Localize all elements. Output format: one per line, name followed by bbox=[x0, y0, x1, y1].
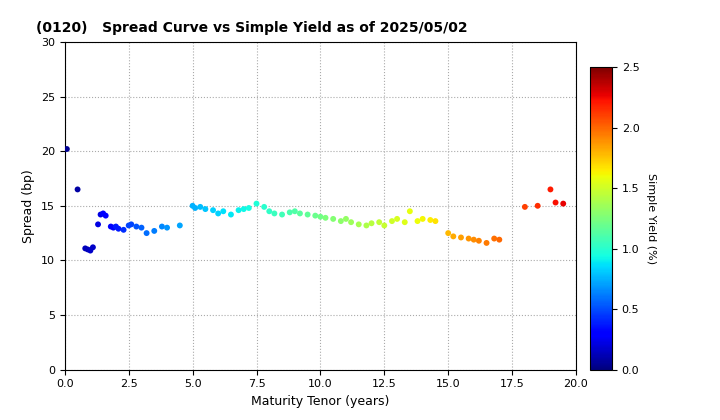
Point bbox=[105, 223, 117, 230]
Point bbox=[557, 200, 569, 207]
Point bbox=[95, 211, 107, 218]
Text: (0120)   Spread Curve vs Simple Yield as of 2025/05/02: (0120) Spread Curve vs Simple Yield as o… bbox=[36, 21, 467, 35]
Point bbox=[448, 233, 459, 240]
Point bbox=[125, 221, 137, 228]
Point bbox=[107, 224, 119, 231]
Point bbox=[217, 208, 229, 215]
Point bbox=[379, 222, 390, 229]
Point bbox=[136, 224, 148, 231]
Point bbox=[187, 202, 199, 209]
Point bbox=[258, 204, 270, 210]
Point bbox=[72, 186, 84, 193]
Point bbox=[207, 207, 219, 213]
Point bbox=[320, 215, 331, 221]
Point bbox=[148, 228, 160, 234]
Point bbox=[481, 239, 492, 246]
Point bbox=[488, 235, 500, 242]
Point bbox=[243, 205, 255, 211]
Point bbox=[238, 206, 250, 213]
Point bbox=[425, 217, 436, 223]
Point bbox=[113, 226, 125, 232]
Point bbox=[79, 245, 91, 252]
Point bbox=[92, 221, 104, 228]
Point bbox=[374, 219, 385, 226]
Point bbox=[366, 220, 377, 227]
Point bbox=[87, 244, 99, 251]
Point bbox=[335, 218, 346, 224]
Y-axis label: Simple Yield (%): Simple Yield (%) bbox=[646, 173, 656, 264]
Point bbox=[85, 247, 96, 254]
Point bbox=[315, 213, 326, 220]
Point bbox=[361, 222, 372, 229]
Point bbox=[130, 223, 142, 230]
Point bbox=[289, 208, 301, 215]
Point bbox=[82, 246, 94, 253]
Point bbox=[417, 215, 428, 222]
Point bbox=[61, 146, 73, 152]
Point bbox=[212, 210, 224, 217]
Point bbox=[302, 211, 313, 218]
Point bbox=[225, 211, 237, 218]
Point bbox=[141, 230, 153, 236]
Point bbox=[156, 223, 168, 230]
Point bbox=[276, 211, 288, 218]
Point bbox=[110, 223, 122, 230]
X-axis label: Maturity Tenor (years): Maturity Tenor (years) bbox=[251, 395, 390, 408]
Point bbox=[194, 204, 206, 210]
Point bbox=[100, 212, 112, 219]
Y-axis label: Spread (bp): Spread (bp) bbox=[22, 169, 35, 243]
Point bbox=[346, 219, 357, 226]
Point bbox=[328, 215, 339, 222]
Point bbox=[97, 210, 109, 217]
Point bbox=[341, 215, 352, 222]
Point bbox=[412, 218, 423, 224]
Point bbox=[392, 215, 403, 222]
Point bbox=[550, 199, 562, 206]
Point bbox=[284, 209, 295, 216]
Point bbox=[123, 222, 135, 229]
Point bbox=[251, 200, 262, 207]
Point bbox=[161, 224, 173, 231]
Point bbox=[399, 219, 410, 226]
Point bbox=[463, 235, 474, 242]
Point bbox=[386, 218, 397, 224]
Point bbox=[174, 222, 186, 229]
Point bbox=[189, 205, 201, 211]
Point bbox=[430, 218, 441, 224]
Point bbox=[473, 237, 485, 244]
Point bbox=[294, 210, 306, 217]
Point bbox=[545, 186, 557, 193]
Point bbox=[269, 210, 280, 217]
Point bbox=[519, 204, 531, 210]
Point bbox=[310, 212, 321, 219]
Point bbox=[233, 207, 244, 213]
Point bbox=[468, 236, 480, 243]
Point bbox=[353, 221, 364, 228]
Point bbox=[264, 208, 275, 215]
Point bbox=[455, 234, 467, 241]
Point bbox=[404, 208, 415, 215]
Point bbox=[494, 236, 505, 243]
Point bbox=[442, 230, 454, 236]
Point bbox=[532, 202, 544, 209]
Point bbox=[118, 226, 130, 233]
Point bbox=[199, 206, 211, 213]
